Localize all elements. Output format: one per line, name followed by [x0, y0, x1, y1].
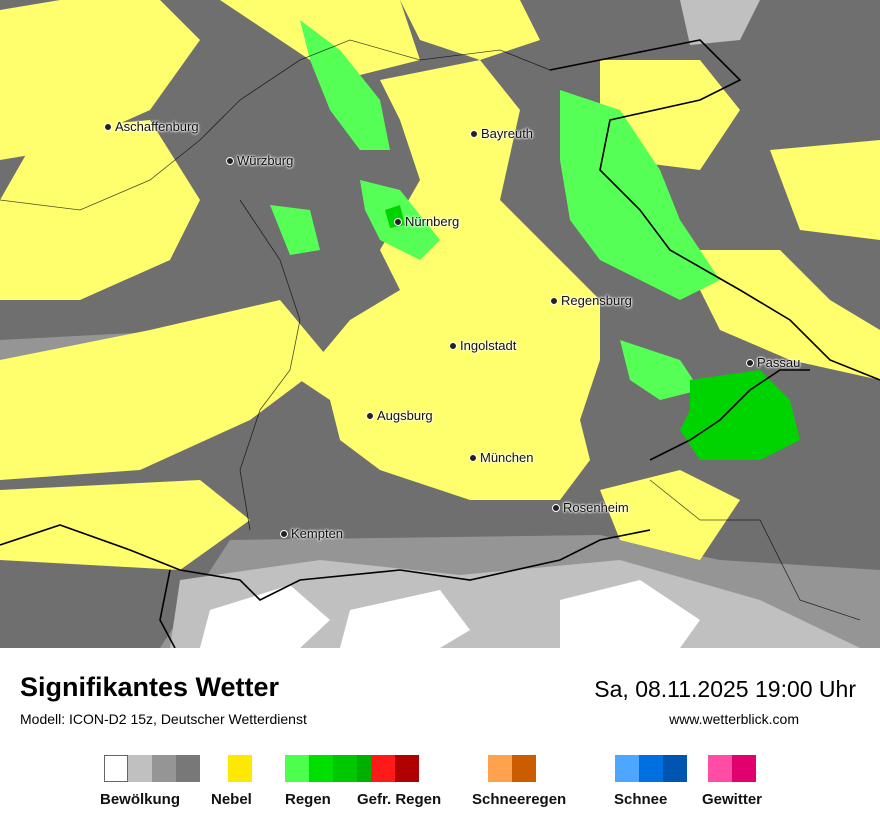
city-label: Ingolstadt	[460, 338, 517, 353]
city-muenchen: München	[469, 450, 533, 465]
legend-label: Gewitter	[702, 791, 763, 808]
city-dot-icon	[449, 341, 457, 350]
city-dot-icon	[550, 296, 558, 305]
city-rosenheim: Rosenheim	[552, 500, 629, 515]
legend-color	[128, 755, 152, 782]
legend-swatch-schnee	[615, 755, 687, 782]
city-label: Würzburg	[237, 153, 294, 168]
legend-color	[371, 755, 395, 782]
city-label: Bayreuth	[481, 126, 534, 141]
city-dot-icon	[552, 503, 560, 512]
city-dot-icon	[366, 411, 374, 420]
city-label: Augsburg	[377, 408, 433, 423]
legend-color	[512, 755, 536, 782]
city-ingolstadt: Ingolstadt	[449, 338, 516, 353]
legend-color	[639, 755, 663, 782]
legend-color	[176, 755, 200, 782]
city-label: Kempten	[291, 526, 344, 541]
legend-swatch-bewölkung	[104, 755, 200, 782]
borders	[0, 39, 880, 648]
legend-color	[333, 755, 357, 782]
legend-color	[488, 755, 512, 782]
forecast-datetime: Sa, 08.11.2025 19:00 Uhr	[594, 676, 856, 702]
city-dot-icon	[470, 129, 478, 138]
legend-label: Nebel	[211, 791, 252, 808]
legend-color	[285, 755, 309, 782]
legend-swatch-gewitter	[708, 755, 756, 782]
city-aschaffenburg: Aschaffenburg	[104, 119, 199, 134]
city-kempten: Kempten	[280, 526, 343, 541]
city-regensburg: Regensburg	[550, 293, 632, 308]
city-passau: Passau	[746, 355, 800, 370]
legend-color	[104, 755, 128, 782]
city-nuernberg: Nürnberg	[394, 214, 459, 229]
city-dot-icon	[280, 529, 288, 538]
city-label: Rosenheim	[563, 500, 629, 515]
website-link[interactable]: www.wetterblick.com	[669, 711, 799, 727]
city-wuerzburg: Würzburg	[226, 153, 293, 168]
weather-map	[0, 0, 880, 648]
legend-color	[615, 755, 639, 782]
city-augsburg: Augsburg	[366, 408, 433, 423]
city-label: Aschaffenburg	[115, 119, 199, 134]
legend-label: Schnee	[614, 791, 668, 808]
rain-light-areas	[270, 20, 720, 400]
legend-color	[732, 755, 756, 782]
city-label: Passau	[757, 355, 801, 370]
legend-label: Bewölkung	[100, 791, 181, 808]
model-info: Modell: ICON-D2 15z, Deutscher Wetterdie…	[20, 711, 307, 727]
legend-swatch-gefr-regen	[371, 755, 419, 782]
city-bayreuth: Bayreuth	[470, 126, 533, 141]
legend-swatch-schneeregen	[488, 755, 536, 782]
state-borders	[0, 39, 861, 621]
city-dot-icon	[104, 122, 112, 131]
city-label: Nürnberg	[405, 214, 460, 229]
city-dot-icon	[394, 217, 402, 226]
legend-label: Regen	[285, 791, 331, 808]
legend-color	[152, 755, 176, 782]
legend-color	[309, 755, 333, 782]
legend-color	[228, 755, 252, 782]
cloud-clear-areas	[200, 580, 700, 648]
fog-areas	[0, 0, 880, 570]
city-dot-icon	[226, 156, 234, 165]
city-dot-icon	[469, 453, 477, 462]
legend-color	[708, 755, 732, 782]
legend-label: Schneeregen	[472, 791, 567, 808]
city-dot-icon	[746, 358, 754, 367]
legend-color	[663, 755, 687, 782]
page-title: Signifikantes Wetter	[20, 672, 280, 702]
legend-swatch-regen	[285, 755, 381, 782]
legend-color	[395, 755, 419, 782]
city-label: Regensburg	[561, 293, 632, 308]
city-label: München	[480, 450, 534, 465]
legend-swatch-nebel	[228, 755, 252, 782]
legend-label: Gefr. Regen	[357, 791, 442, 808]
